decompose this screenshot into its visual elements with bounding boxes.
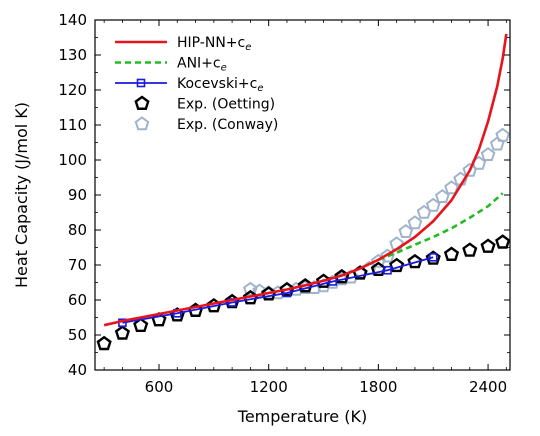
data-point bbox=[425, 250, 441, 265]
series-line bbox=[377, 192, 504, 261]
data-point bbox=[407, 253, 423, 269]
legend-subscript: e bbox=[245, 42, 251, 53]
legend-label: Exp. (Oetting) bbox=[177, 97, 275, 113]
data-point bbox=[495, 127, 510, 142]
data-point bbox=[389, 257, 405, 273]
data-point bbox=[443, 246, 460, 261]
y-tick-label: 140 bbox=[58, 11, 87, 29]
data-point bbox=[133, 317, 149, 333]
legend-marker bbox=[134, 95, 150, 110]
legend-marker bbox=[134, 116, 150, 131]
series-hip-nn-c bbox=[103, 33, 508, 327]
legend-item: ANI+ce bbox=[115, 56, 227, 74]
y-tick-label: 60 bbox=[68, 291, 87, 309]
y-axis-title: Heat Capacity (J/mol K) bbox=[12, 102, 31, 288]
y-tick-label: 90 bbox=[68, 186, 87, 204]
legend-item: HIP-NN+ce bbox=[115, 35, 251, 53]
data-point bbox=[428, 253, 438, 262]
data-point bbox=[480, 147, 496, 162]
series-line bbox=[103, 33, 508, 327]
y-tick-label: 100 bbox=[58, 151, 87, 169]
legend-item: Exp. (Conway) bbox=[134, 116, 278, 133]
y-tick-label: 120 bbox=[58, 81, 87, 99]
legend-subscript: e bbox=[221, 63, 227, 74]
x-tick-label: 2400 bbox=[469, 378, 507, 396]
data-point bbox=[407, 215, 423, 230]
x-tick-label: 1800 bbox=[359, 378, 397, 396]
legend-item: Kocevski+ce bbox=[115, 76, 264, 94]
data-point bbox=[489, 136, 505, 151]
data-point bbox=[383, 265, 392, 275]
legend: HIP-NN+ce ANI+ce Kocevski+ce Exp. (Oetting)… bbox=[115, 35, 278, 133]
series-ani-c bbox=[377, 192, 504, 261]
x-tick-label: 600 bbox=[145, 378, 174, 396]
legend-marker bbox=[136, 78, 146, 88]
y-tick-label: 110 bbox=[58, 116, 87, 134]
series-exp-oetting bbox=[96, 234, 510, 351]
data-point bbox=[480, 238, 496, 253]
data-point bbox=[114, 325, 131, 340]
legend-subscript: e bbox=[257, 83, 263, 94]
data-point bbox=[96, 335, 112, 351]
x-axis-title: Temperature (K) bbox=[237, 407, 367, 426]
legend-label: Kocevski+ce bbox=[177, 76, 264, 94]
legend-label: Exp. (Conway) bbox=[177, 117, 278, 133]
y-tick-label: 50 bbox=[68, 326, 87, 344]
y-tick-label: 130 bbox=[58, 46, 87, 64]
y-tick-label: 70 bbox=[68, 256, 87, 274]
data-point bbox=[462, 242, 478, 257]
x-tick-label: 1200 bbox=[250, 378, 288, 396]
series-layer bbox=[96, 33, 510, 351]
y-tick-label: 80 bbox=[68, 221, 87, 239]
legend-item: Exp. (Oetting) bbox=[134, 95, 275, 113]
legend-label: HIP-NN+ce bbox=[177, 35, 251, 53]
series-line bbox=[122, 256, 434, 324]
ticks-layer: 600 1200 1800 2400 40 50 60 70 80 90 100 110 120 130 1… bbox=[58, 11, 510, 396]
data-point bbox=[495, 234, 510, 249]
legend-label: ANI+ce bbox=[177, 56, 227, 74]
y-tick-label: 40 bbox=[68, 361, 87, 379]
